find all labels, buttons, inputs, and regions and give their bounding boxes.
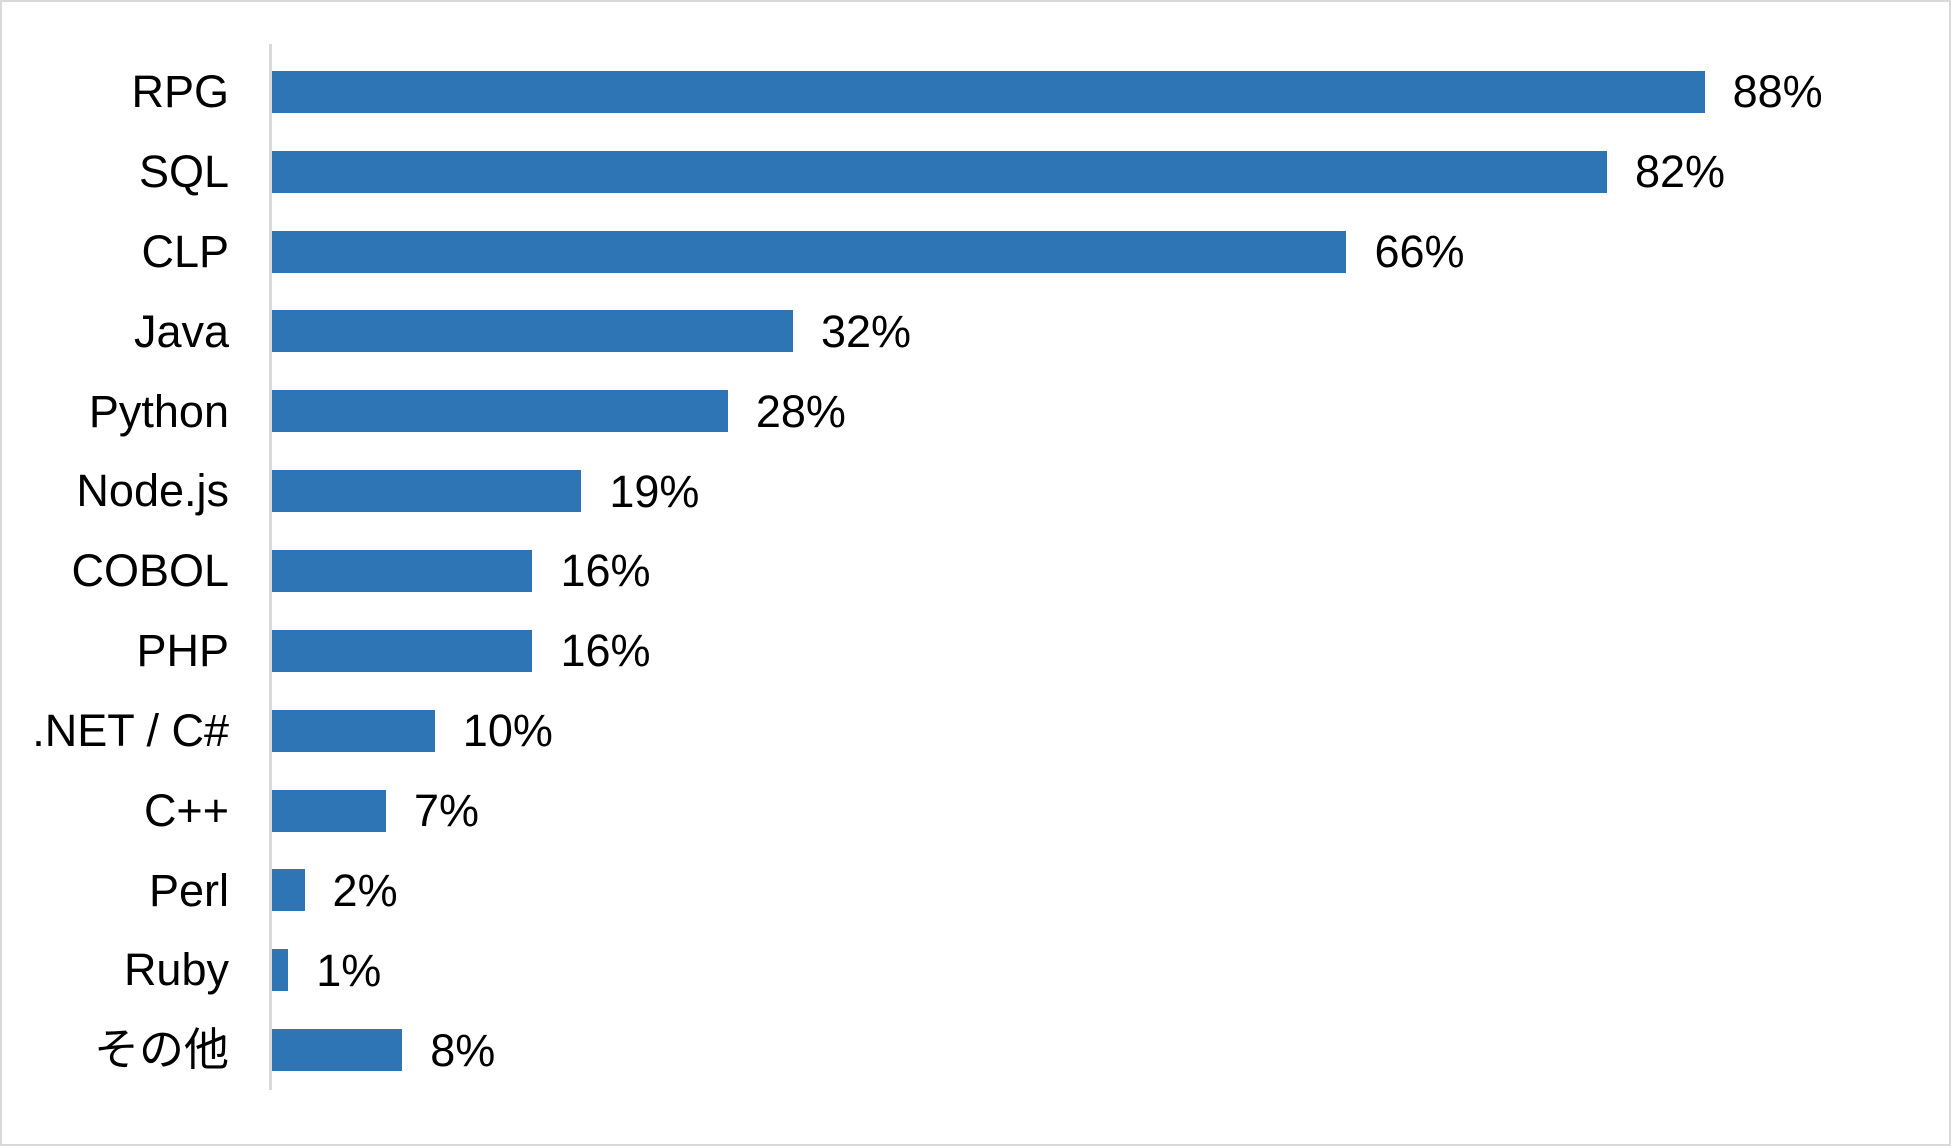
chart-row: CLP 66% [2, 212, 1949, 292]
value-label: 1% [316, 944, 382, 996]
value-label: 82% [1634, 146, 1726, 198]
bar-track: 32% [272, 292, 1949, 372]
chart-row: Java 32% [2, 292, 1949, 372]
chart-row: Python 28% [2, 371, 1949, 451]
bar-track: 2% [272, 850, 1949, 930]
category-label: CLP [141, 225, 229, 277]
bar [272, 150, 1607, 193]
bar-track: 16% [272, 611, 1949, 691]
bar-track: 7% [272, 771, 1949, 851]
bar-track: 88% [272, 52, 1949, 132]
value-label: 7% [413, 785, 479, 837]
bar [272, 949, 289, 992]
category-label: .NET / C# [32, 704, 229, 756]
plot-area: RPG 88% SQL 82% CLP 66% Java 32% Python … [2, 44, 1949, 1090]
bar [272, 390, 728, 433]
chart-row: その他 8% [2, 1010, 1949, 1090]
category-label: C++ [143, 784, 229, 836]
chart-row: PHP 16% [2, 611, 1949, 691]
category-label: Node.js [76, 465, 229, 517]
category-label: Python [88, 385, 229, 437]
bar [272, 869, 305, 912]
bar-track: 28% [272, 371, 1949, 451]
value-label: 16% [560, 545, 651, 597]
value-label: 2% [332, 864, 398, 916]
bar-track: 16% [272, 531, 1949, 611]
bar [272, 789, 386, 832]
chart-row: C++ 7% [2, 771, 1949, 851]
bar-track: 8% [272, 1010, 1949, 1090]
category-label: Perl [148, 864, 229, 916]
category-label: Java [133, 305, 229, 357]
chart-row: Perl 2% [2, 850, 1949, 930]
chart-row: COBOL 16% [2, 531, 1949, 611]
bar [272, 70, 1705, 113]
bar [272, 1029, 403, 1072]
value-label: 16% [560, 625, 651, 677]
bar-track: 82% [272, 132, 1949, 212]
value-label: 19% [609, 465, 700, 517]
category-label: COBOL [71, 545, 229, 597]
category-label: SQL [138, 146, 229, 198]
bar-track: 10% [272, 691, 1949, 771]
value-label: 8% [430, 1024, 496, 1076]
bar [272, 709, 435, 752]
chart-row: Ruby 1% [2, 930, 1949, 1010]
bar [272, 549, 533, 592]
y-axis-line [269, 44, 272, 1090]
category-label: RPG [131, 66, 229, 118]
chart-row: .NET / C# 10% [2, 691, 1949, 771]
bar-track: 19% [272, 451, 1949, 531]
bar-track: 66% [272, 212, 1949, 292]
bar [272, 230, 1347, 273]
category-label: PHP [136, 625, 229, 677]
bar [272, 310, 793, 353]
value-label: 66% [1374, 226, 1465, 278]
chart-row: Node.js 19% [2, 451, 1949, 531]
bar-track: 1% [272, 930, 1949, 1010]
chart-row: SQL 82% [2, 132, 1949, 212]
category-label: その他 [93, 1024, 229, 1076]
value-label: 28% [755, 385, 846, 437]
bar [272, 470, 582, 513]
bar [272, 629, 533, 672]
category-label: Ruby [123, 944, 229, 996]
value-label: 10% [462, 705, 553, 757]
chart-row: RPG 88% [2, 52, 1949, 132]
value-label: 88% [1732, 66, 1823, 118]
value-label: 32% [820, 305, 912, 357]
